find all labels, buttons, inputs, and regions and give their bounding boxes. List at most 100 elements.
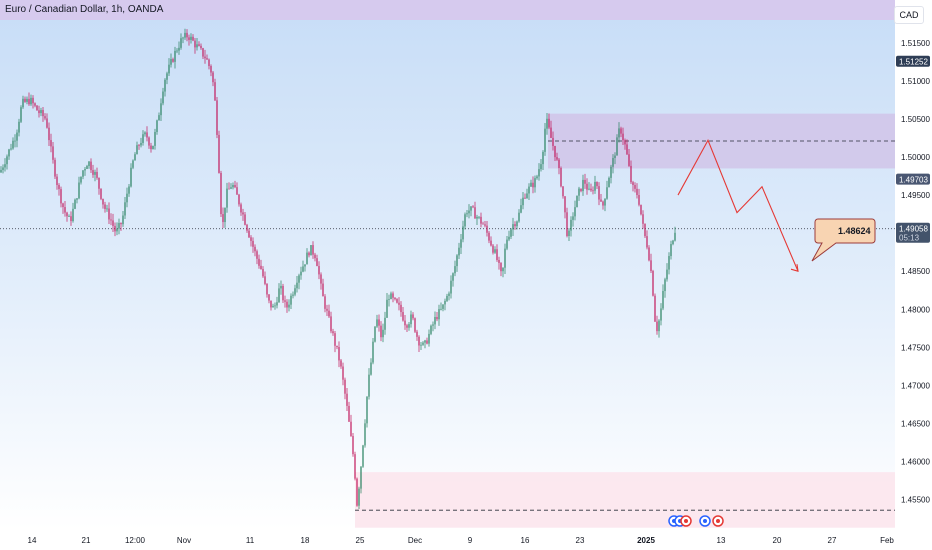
candle-body (156, 120, 158, 132)
candle-body (474, 207, 476, 219)
candle-body (204, 56, 206, 59)
candle-body (408, 324, 410, 328)
y-tick-label: 1.46000 (901, 457, 930, 466)
candle-body (624, 140, 626, 145)
candle-body (86, 166, 88, 169)
candle-body (516, 221, 518, 227)
candle-body (166, 73, 168, 80)
candle-body (486, 225, 488, 233)
candle-body (598, 186, 600, 200)
price-callout-text: 1.48624 (838, 226, 871, 236)
forecast-path (677, 138, 799, 272)
candle-body (336, 345, 338, 348)
candle-body (288, 304, 290, 308)
candle-body (568, 230, 570, 237)
candle-body (470, 206, 472, 211)
candle-body (672, 240, 674, 245)
candle-body (584, 179, 586, 184)
x-tick-label: 13 (717, 536, 726, 545)
candle-body (446, 295, 448, 301)
candle-body (100, 188, 102, 199)
candle-body (368, 374, 370, 397)
candle-body (122, 215, 124, 225)
candle-body (418, 336, 420, 346)
candle-body (108, 208, 110, 220)
candle-body (378, 319, 380, 326)
candle-body (278, 288, 280, 303)
candle-body (186, 32, 188, 38)
candle-body (390, 293, 392, 299)
x-tick-label: 11 (246, 536, 255, 545)
candle-body (582, 179, 584, 192)
candle-body (358, 488, 360, 506)
candle-body (234, 185, 236, 188)
x-tick-label: 14 (28, 536, 37, 545)
candle-body (210, 66, 212, 73)
candle-body (28, 98, 30, 105)
candle-body (146, 132, 148, 138)
candle-body (298, 275, 300, 283)
candle-body (88, 161, 90, 167)
time-axis (0, 530, 895, 550)
y-tick-label: 1.46500 (901, 419, 930, 428)
candle-body (628, 154, 630, 166)
candle-body (124, 202, 126, 216)
candle-body (112, 220, 114, 226)
candle-body (94, 171, 96, 175)
candle-body (464, 214, 466, 227)
y-tick-label: 1.50500 (901, 115, 930, 124)
candle-body (540, 164, 542, 170)
candle-body (194, 40, 196, 48)
candle-body (456, 255, 458, 267)
candle-body (366, 396, 368, 424)
y-tick-label: 1.51000 (901, 77, 930, 86)
candles (0, 28, 676, 510)
candle-body (636, 188, 638, 196)
candle-body (40, 110, 42, 114)
candle-body (498, 259, 500, 263)
candle-body (572, 216, 574, 220)
candle-body (638, 195, 640, 205)
candle-body (494, 249, 496, 253)
candle-body (352, 436, 354, 455)
candle-body (564, 196, 566, 213)
candle-body (332, 331, 334, 334)
candle-body (126, 193, 128, 203)
candle-body (92, 170, 94, 175)
candle-body (364, 423, 366, 446)
candle-body (236, 187, 238, 195)
candle-body (218, 134, 220, 173)
candle-body (0, 169, 2, 173)
candle-body (172, 59, 174, 62)
candle-body (36, 105, 38, 111)
candle-body (454, 266, 456, 274)
candle-body (64, 207, 66, 213)
candle-body (430, 325, 432, 334)
candle-body (354, 454, 356, 479)
candle-body (78, 182, 80, 199)
candle-body (294, 288, 296, 295)
candle-body (90, 161, 92, 171)
candle-body (38, 110, 40, 114)
candle-body (224, 207, 226, 223)
candle-body (280, 285, 282, 289)
currency-label[interactable]: CAD (894, 6, 924, 24)
candle-body (132, 160, 134, 168)
candle-body (658, 320, 660, 332)
candle-body (588, 188, 590, 190)
candle-body (330, 316, 332, 332)
candle-body (544, 128, 546, 152)
x-axis-ticks: 14 21 12:00 Nov 11 18 25 Dec 9 16 23 2025 13 20 27 Feb (28, 536, 895, 545)
y-tick-label: 1.50000 (901, 153, 930, 162)
candle-body (82, 170, 84, 177)
candle-body (356, 478, 358, 506)
candle-body (442, 304, 444, 309)
price-label: 1.49058 (899, 225, 928, 234)
candle-body (230, 187, 232, 189)
candle-body (258, 258, 260, 266)
candle-body (104, 204, 106, 209)
candle-body (476, 216, 478, 219)
candle-body (176, 50, 178, 52)
candle-body (254, 246, 256, 252)
